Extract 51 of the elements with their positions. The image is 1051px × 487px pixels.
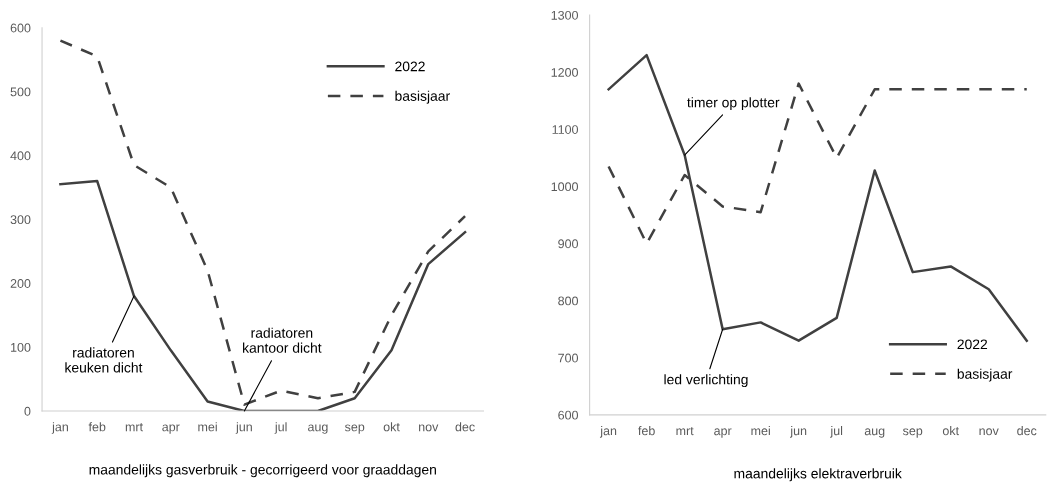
y-tick-label: 400 xyxy=(10,151,31,161)
x-tick-label: jan xyxy=(51,422,68,434)
x-tick-label: jul xyxy=(830,426,843,438)
x-tick-label: aug xyxy=(308,424,328,434)
line-series xyxy=(59,179,467,412)
legend-label: basisjaar xyxy=(957,368,1013,382)
x-tick-label: jul xyxy=(274,422,287,434)
annotation: timer op plotter xyxy=(687,97,780,111)
x-tick-label: mei xyxy=(751,426,770,436)
x-tick-label: jun xyxy=(790,426,807,438)
annotation: radiatoren keuken dicht xyxy=(65,347,143,373)
y-tick-label: 900 xyxy=(558,239,579,249)
y-tick-label: 1300 xyxy=(551,10,579,20)
x-tick-label: feb xyxy=(88,422,106,432)
y-tick-label: 300 xyxy=(10,215,31,225)
x-tick-label: okt xyxy=(383,422,400,432)
x-axis-title: maandelijks gasverbruik - gecorrigeerd voor graaddagen xyxy=(89,464,436,478)
x-tick-label: jan xyxy=(599,426,617,438)
y-tick-label: 200 xyxy=(10,279,31,288)
x-tick-label: okt xyxy=(942,426,959,436)
y-tick-label: 600 xyxy=(558,410,579,420)
y-tick-label: 100 xyxy=(11,342,31,352)
annotation: led verlichting xyxy=(664,374,748,388)
x-tick-label: mrt xyxy=(676,427,694,436)
x-tick-label: mei xyxy=(198,422,217,432)
y-tick-label: 600 xyxy=(10,23,31,33)
legend-label: 2022 xyxy=(957,339,988,350)
y-tick-label: 1000 xyxy=(551,182,579,192)
y-tick-label: 700 xyxy=(558,353,579,363)
x-tick-label: nov xyxy=(979,428,999,436)
x-tick-label: dec xyxy=(455,422,475,432)
x-tick-label: feb xyxy=(638,426,655,436)
y-tick-label: 0 xyxy=(24,406,31,416)
x-tick-label: sep xyxy=(902,428,923,438)
x-tick-label: aug xyxy=(864,428,885,438)
x-tick-label: sep xyxy=(344,424,365,434)
annotation: radiatoren kantoor dicht xyxy=(243,327,322,353)
y-tick-label: 500 xyxy=(10,87,31,97)
x-axis-title: maandelijks elektraverbruik xyxy=(734,468,902,482)
y-tick-label: 1100 xyxy=(552,125,579,134)
x-tick-label: jun xyxy=(235,422,252,434)
x-tick-label: apr xyxy=(162,424,180,434)
legend-label: 2022 xyxy=(395,61,425,72)
x-tick-label: nov xyxy=(419,424,439,432)
x-tick-label: mrt xyxy=(125,423,143,432)
x-tick-label: dec xyxy=(1017,426,1037,436)
x-tick-label: apr xyxy=(714,428,732,438)
legend-label: basisjaar xyxy=(395,90,450,104)
y-tick-label: 1200 xyxy=(551,68,579,77)
y-tick-label: 800 xyxy=(558,296,579,306)
line-series xyxy=(59,39,467,406)
